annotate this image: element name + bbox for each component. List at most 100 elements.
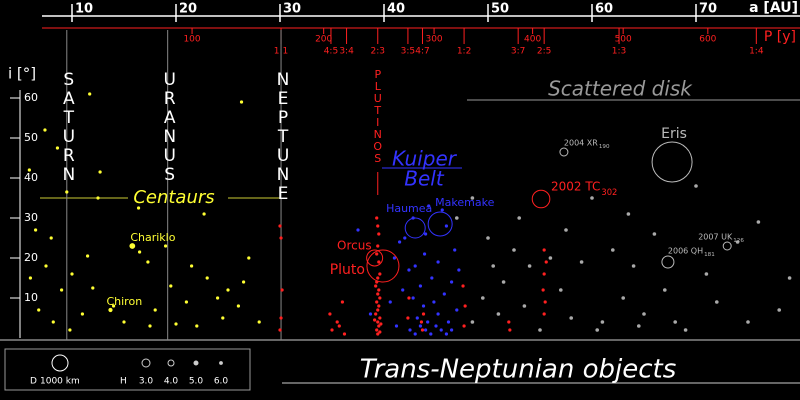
- y-axis-label: i [°]: [8, 65, 36, 83]
- point: [379, 322, 383, 326]
- point: [278, 328, 282, 332]
- point: [544, 260, 548, 264]
- legend-h: H: [120, 377, 127, 387]
- point: [415, 316, 419, 320]
- point: [746, 320, 750, 324]
- point: [427, 204, 431, 208]
- point: [512, 248, 516, 252]
- point: [463, 304, 467, 308]
- point: [378, 272, 382, 276]
- point: [542, 248, 546, 252]
- point: [376, 320, 380, 324]
- y-tick-label: 10: [24, 291, 38, 304]
- legend-h-value: 5.0: [189, 377, 204, 387]
- p-tick-label: 400: [524, 35, 541, 45]
- point: [136, 206, 141, 210]
- object-marker: [559, 147, 569, 157]
- x-tick-label: 50: [491, 2, 509, 17]
- point: [450, 280, 454, 284]
- point: [418, 324, 422, 328]
- object-marker: [427, 211, 453, 237]
- resonance-label: 4:5: [324, 47, 338, 57]
- resonance-label: 1:3: [612, 47, 626, 57]
- point: [496, 312, 501, 316]
- point: [337, 324, 341, 328]
- x-tick-label: 70: [699, 2, 717, 17]
- point: [378, 316, 382, 320]
- point: [457, 268, 461, 272]
- object-label: 2007 UK: [698, 233, 733, 242]
- point: [420, 328, 425, 332]
- point: [27, 168, 31, 172]
- point: [376, 292, 380, 296]
- object-marker: [366, 249, 400, 283]
- point: [146, 260, 150, 264]
- resonance-label: 2:5: [537, 47, 551, 57]
- point: [756, 220, 761, 224]
- point: [242, 280, 246, 284]
- point: [49, 236, 53, 240]
- point: [280, 288, 284, 292]
- point: [429, 332, 433, 336]
- point: [439, 328, 443, 332]
- point: [548, 256, 553, 260]
- y-tick-label: 40: [24, 171, 38, 184]
- point: [507, 320, 511, 324]
- point: [434, 324, 438, 328]
- point: [342, 332, 347, 336]
- point: [392, 256, 396, 260]
- point: [374, 284, 378, 288]
- object-label: Eris: [661, 126, 687, 142]
- object-marker: [366, 249, 384, 267]
- point: [637, 324, 641, 328]
- point: [60, 288, 64, 292]
- point: [652, 232, 657, 236]
- point: [376, 224, 380, 228]
- point: [626, 212, 631, 216]
- legend-h-marker: [141, 358, 151, 368]
- point: [37, 308, 41, 312]
- point: [377, 288, 381, 292]
- point: [164, 244, 168, 248]
- point: [153, 308, 157, 312]
- point: [403, 236, 407, 240]
- point: [787, 276, 792, 280]
- point: [51, 320, 55, 324]
- resonance-label: 1:4: [749, 47, 764, 57]
- point: [600, 320, 605, 324]
- point: [91, 286, 95, 290]
- resonance-label: 2:3: [371, 47, 385, 57]
- point: [407, 296, 411, 300]
- point: [486, 236, 490, 240]
- point: [538, 328, 542, 332]
- point: [715, 300, 719, 304]
- point: [374, 312, 378, 316]
- point: [508, 328, 512, 332]
- point: [419, 320, 424, 324]
- point: [406, 316, 410, 320]
- point: [481, 296, 485, 300]
- object-marker: [404, 217, 426, 239]
- point: [421, 312, 426, 316]
- point: [424, 328, 428, 332]
- point: [527, 264, 532, 268]
- object-label: Makemake: [435, 196, 494, 209]
- point: [356, 228, 360, 232]
- point: [541, 288, 545, 292]
- point: [328, 312, 332, 316]
- point: [373, 318, 377, 322]
- point: [683, 328, 688, 332]
- point: [735, 240, 740, 244]
- point: [65, 190, 69, 194]
- point: [543, 300, 547, 304]
- point: [595, 328, 599, 332]
- point: [112, 304, 116, 308]
- point: [377, 324, 381, 328]
- point: [470, 320, 475, 324]
- legend-d-value: 1000 km: [40, 377, 80, 387]
- point: [376, 276, 380, 280]
- x-tick-label: 30: [283, 2, 301, 17]
- point: [377, 232, 381, 236]
- resonance-label: 4:7: [415, 47, 429, 57]
